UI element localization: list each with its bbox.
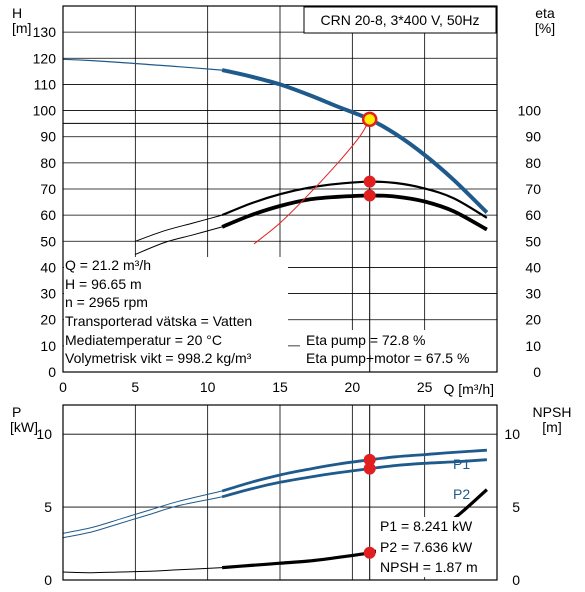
right-tick-label: 100 xyxy=(518,103,542,119)
bottom-right-axis-unit: [m] xyxy=(542,419,561,435)
duty-info-left: Q = 21.2 m³/h H = 96.65 m n = 2965 rpm T… xyxy=(65,257,252,366)
right-tick-label: 10 xyxy=(504,426,520,442)
info-liquid: Transporterad vätska = Vatten xyxy=(65,313,252,329)
bottom-left-axis-label: P xyxy=(12,404,21,420)
right-tick-label: 80 xyxy=(525,155,541,171)
left-tick-label: 110 xyxy=(34,76,57,92)
x-tick-label: 25 xyxy=(417,379,433,395)
series-p2 xyxy=(221,458,487,499)
x-tick-label: 10 xyxy=(200,379,216,395)
duty-point-eta-total xyxy=(363,189,376,202)
right-tick-label: 30 xyxy=(525,286,541,302)
top-right-axis-label: eta xyxy=(535,5,555,21)
left-tick-label: 20 xyxy=(40,312,56,328)
bottom-plot-frame xyxy=(62,404,498,581)
info-density: Volymetrisk vikt = 998.2 kg/m³ xyxy=(65,350,252,366)
right-tick-label: 90 xyxy=(525,129,541,145)
series-eta-total xyxy=(221,193,488,232)
right-tick-label: 0 xyxy=(512,572,520,588)
info-eta-total: Eta pump+motor = 67.5 % xyxy=(306,350,469,366)
power-info: P1 = 8.241 kW P2 = 7.636 kW NPSH = 1.87 … xyxy=(380,518,478,575)
series-p1-thin xyxy=(62,490,223,534)
left-tick-label: 120 xyxy=(33,50,57,66)
power-npsh-panel: 0 5 10 0 5 10 P [kW] NPSH [m] P1 P2 P1 = 8.2… xyxy=(10,404,571,588)
bottom-right-tick-labels: 0 5 10 xyxy=(504,426,520,588)
series-head-thin xyxy=(62,58,223,71)
duty-point-head xyxy=(361,111,378,128)
series-p1 xyxy=(221,448,487,493)
right-tick-label: 20 xyxy=(525,312,541,328)
right-tick-label: 70 xyxy=(525,181,541,197)
info-temperature: Mediatemperatur = 20 °C xyxy=(65,332,222,348)
x-tick-label: 15 xyxy=(272,379,288,395)
right-tick-label: 60 xyxy=(525,207,541,223)
top-plot-frame xyxy=(62,5,498,373)
left-tick-label: 5 xyxy=(44,499,52,515)
right-tick-label: 5 xyxy=(512,499,520,515)
series-head xyxy=(221,68,489,214)
right-tick-label: 50 xyxy=(525,233,541,249)
left-tick-label: 90 xyxy=(40,129,56,145)
chart-title: CRN 20-8, 3*400 V, 50Hz xyxy=(320,12,479,28)
top-info-background xyxy=(64,257,497,372)
series-npsh-thin-thin xyxy=(62,567,223,574)
top-right-axis-unit: [%] xyxy=(535,20,555,36)
duty-point-p1 xyxy=(363,453,376,466)
left-tick-label: 0 xyxy=(48,364,56,380)
title-box xyxy=(303,6,497,34)
info-p2: P2 = 7.636 kW xyxy=(380,539,473,555)
duty-point-npsh xyxy=(363,546,376,559)
x-tick-label: 0 xyxy=(59,379,67,395)
bottom-left-tick-labels: 0 5 10 xyxy=(36,426,52,588)
left-tick-label: 100 xyxy=(33,103,57,119)
left-tick-label: 0 xyxy=(44,572,52,588)
x-tick-label: 5 xyxy=(131,379,139,395)
info-n: n = 2965 rpm xyxy=(65,294,148,310)
left-tick-label: 80 xyxy=(40,155,56,171)
info-h: H = 96.65 m xyxy=(65,276,142,292)
top-left-tick-labels: 0 10 20 30 40 50 60 70 80 90 100 110 120 130 xyxy=(33,24,57,380)
info-eta-pump: Eta pump = 72.8 % xyxy=(306,332,425,348)
info-npsh: NPSH = 1.87 m xyxy=(380,559,478,575)
top-left-axis-unit: [m] xyxy=(12,20,31,36)
left-tick-label: 30 xyxy=(40,286,56,302)
top-x-tick-labels: 0 5 10 15 20 25 xyxy=(59,379,433,395)
bottom-left-axis-unit: [kW] xyxy=(10,419,38,435)
bottom-grid xyxy=(63,405,497,580)
duty-point-eta-pump xyxy=(363,175,376,188)
left-tick-label: 10 xyxy=(40,338,56,354)
top-duty-marks xyxy=(63,111,378,372)
legend-p2: P2 xyxy=(453,486,470,502)
bottom-duty-marks xyxy=(363,405,376,580)
info-q: Q = 21.2 m³/h xyxy=(65,257,151,273)
series-system-curve xyxy=(253,119,371,245)
x-tick-label: 20 xyxy=(345,379,361,395)
left-tick-label: 130 xyxy=(33,24,57,40)
right-tick-label: 10 xyxy=(525,338,541,354)
left-tick-label: 60 xyxy=(40,207,56,223)
left-tick-label: 50 xyxy=(40,233,56,249)
info-p1: P1 = 8.241 kW xyxy=(380,518,473,534)
right-tick-label: 0 xyxy=(533,364,541,380)
series-eta-pump xyxy=(221,180,488,219)
bottom-right-axis-label: NPSH xyxy=(533,404,572,420)
series-eta-total-thin xyxy=(135,226,223,255)
series-eta-pump-thin xyxy=(135,214,223,242)
top-right-tick-labels: 0 10 20 30 40 50 60 70 80 90 100 xyxy=(518,103,542,380)
series-p2-thin xyxy=(62,496,223,539)
legend-p1: P1 xyxy=(453,456,470,472)
top-x-axis-label: Q [m³/h] xyxy=(443,381,494,397)
left-tick-label: 40 xyxy=(40,259,56,275)
top-series xyxy=(62,58,489,255)
left-tick-label: 10 xyxy=(36,426,52,442)
left-tick-label: 70 xyxy=(40,181,56,197)
duty-point-p2 xyxy=(363,462,376,475)
right-tick-label: 40 xyxy=(525,259,541,275)
bottom-info-background xyxy=(376,517,496,577)
top-left-axis-label: H xyxy=(12,5,22,21)
duty-info-right: Eta pump = 72.8 % Eta pump+motor = 67.5 … xyxy=(306,332,469,366)
